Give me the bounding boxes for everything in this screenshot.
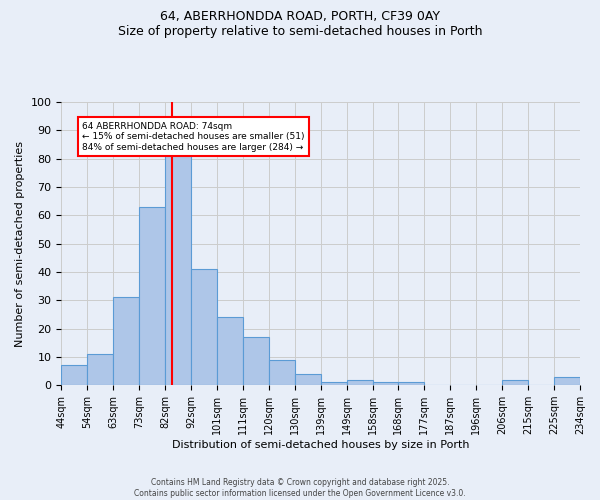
Bar — [217, 317, 243, 385]
Text: 64, ABERRHONDDA ROAD, PORTH, CF39 0AY
Size of property relative to semi-detached: 64, ABERRHONDDA ROAD, PORTH, CF39 0AY Si… — [118, 10, 482, 38]
Text: 64 ABERRHONDDA ROAD: 74sqm
← 15% of semi-detached houses are smaller (51)
84% of: 64 ABERRHONDDA ROAD: 74sqm ← 15% of semi… — [82, 122, 305, 152]
Bar — [113, 298, 139, 385]
Bar — [398, 382, 424, 385]
Bar — [165, 153, 191, 385]
Y-axis label: Number of semi-detached properties: Number of semi-detached properties — [15, 140, 25, 346]
Bar — [87, 354, 113, 385]
Bar — [320, 382, 347, 385]
Bar — [269, 360, 295, 385]
Bar — [243, 337, 269, 385]
Bar — [61, 366, 87, 385]
Bar — [347, 380, 373, 385]
Bar — [191, 269, 217, 385]
Bar — [295, 374, 320, 385]
Bar — [502, 380, 528, 385]
Text: Contains HM Land Registry data © Crown copyright and database right 2025.
Contai: Contains HM Land Registry data © Crown c… — [134, 478, 466, 498]
X-axis label: Distribution of semi-detached houses by size in Porth: Distribution of semi-detached houses by … — [172, 440, 469, 450]
Bar — [139, 207, 165, 385]
Bar — [373, 382, 398, 385]
Bar — [554, 376, 580, 385]
